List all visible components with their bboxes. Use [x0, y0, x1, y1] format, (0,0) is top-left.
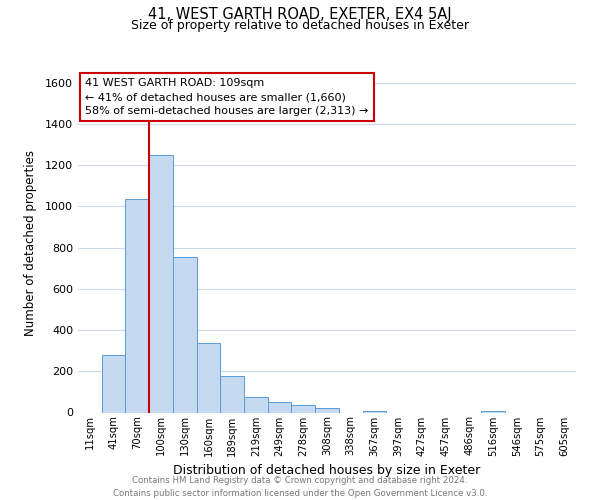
Bar [197, 344, 220, 412]
Text: Contains HM Land Registry data © Crown copyright and database right 2024.
Contai: Contains HM Land Registry data © Crown c… [113, 476, 487, 498]
Bar [268, 402, 292, 412]
Text: 41 WEST GARTH ROAD: 109sqm
← 41% of detached houses are smaller (1,660)
58% of s: 41 WEST GARTH ROAD: 109sqm ← 41% of deta… [85, 78, 369, 116]
Bar [102, 355, 125, 412]
Bar [173, 257, 197, 412]
Y-axis label: Number of detached properties: Number of detached properties [23, 150, 37, 336]
Bar [125, 199, 149, 412]
Text: Size of property relative to detached houses in Exeter: Size of property relative to detached ho… [131, 19, 469, 32]
Bar [292, 406, 315, 412]
Text: 41, WEST GARTH ROAD, EXETER, EX4 5AJ: 41, WEST GARTH ROAD, EXETER, EX4 5AJ [148, 8, 452, 22]
X-axis label: Distribution of detached houses by size in Exeter: Distribution of detached houses by size … [173, 464, 481, 477]
Bar [315, 408, 339, 412]
Bar [149, 155, 173, 412]
Bar [220, 376, 244, 412]
Bar [244, 397, 268, 412]
